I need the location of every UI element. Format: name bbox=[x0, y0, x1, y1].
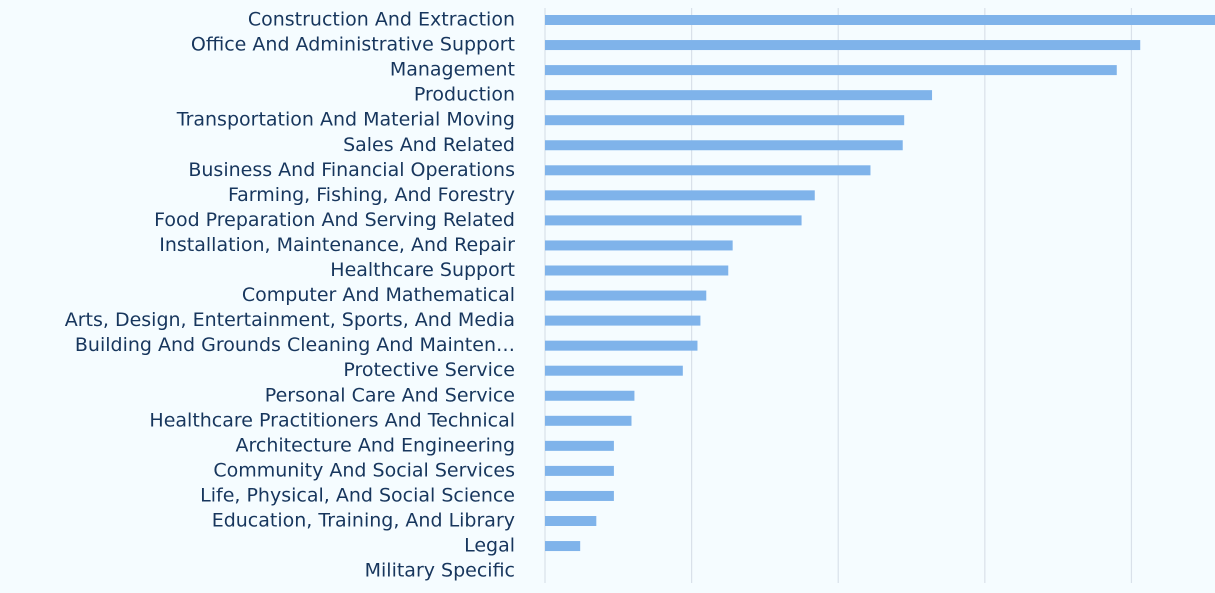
bar bbox=[545, 115, 905, 126]
category-label: Personal Care And Service bbox=[265, 384, 515, 406]
category-label: Military Specific bbox=[365, 560, 515, 582]
category-label: Building And Grounds Cleaning And Mainte… bbox=[75, 334, 515, 356]
category-label: Arts, Design, Entertainment, Sports, And… bbox=[65, 309, 515, 331]
bar bbox=[545, 315, 701, 326]
category-label: Computer And Mathematical bbox=[242, 284, 515, 306]
bar bbox=[545, 140, 903, 151]
category-label: Architecture And Engineering bbox=[236, 434, 516, 456]
bar bbox=[545, 465, 614, 476]
bar bbox=[545, 516, 597, 526]
category-label: Farming, Fishing, And Forestry bbox=[228, 184, 515, 206]
category-label: Healthcare Support bbox=[330, 259, 515, 281]
category-label: Education, Training, And Library bbox=[212, 510, 515, 532]
category-label: Office And Administrative Support bbox=[191, 34, 515, 56]
bar bbox=[545, 90, 933, 101]
category-label: Transportation And Material Moving bbox=[176, 109, 515, 131]
bar bbox=[545, 541, 581, 552]
bar bbox=[545, 340, 698, 351]
category-label: Legal bbox=[464, 535, 515, 557]
bar bbox=[545, 440, 614, 451]
bar bbox=[545, 15, 1215, 25]
category-label: Installation, Maintenance, And Repair bbox=[159, 234, 515, 256]
bar bbox=[545, 290, 707, 301]
category-label: Life, Physical, And Social Science bbox=[200, 484, 515, 506]
bar bbox=[545, 240, 733, 251]
bar bbox=[545, 40, 1141, 51]
bar bbox=[545, 265, 729, 276]
bar bbox=[545, 215, 802, 226]
category-label: Production bbox=[414, 84, 515, 106]
bar bbox=[545, 415, 632, 426]
category-label: Healthcare Practitioners And Technical bbox=[149, 409, 515, 431]
category-label: Construction And Extraction bbox=[248, 9, 515, 31]
bar bbox=[545, 390, 635, 401]
category-label: Management bbox=[390, 59, 515, 81]
bar bbox=[545, 65, 1117, 76]
category-label: Protective Service bbox=[343, 359, 515, 381]
bar bbox=[545, 165, 871, 176]
bar bbox=[545, 190, 815, 201]
category-label: Sales And Related bbox=[343, 134, 515, 156]
category-label: Food Preparation And Serving Related bbox=[154, 209, 515, 231]
category-label: Community And Social Services bbox=[213, 459, 515, 481]
bar bbox=[545, 365, 683, 376]
category-label: Business And Financial Operations bbox=[188, 159, 515, 181]
bar bbox=[545, 490, 614, 501]
